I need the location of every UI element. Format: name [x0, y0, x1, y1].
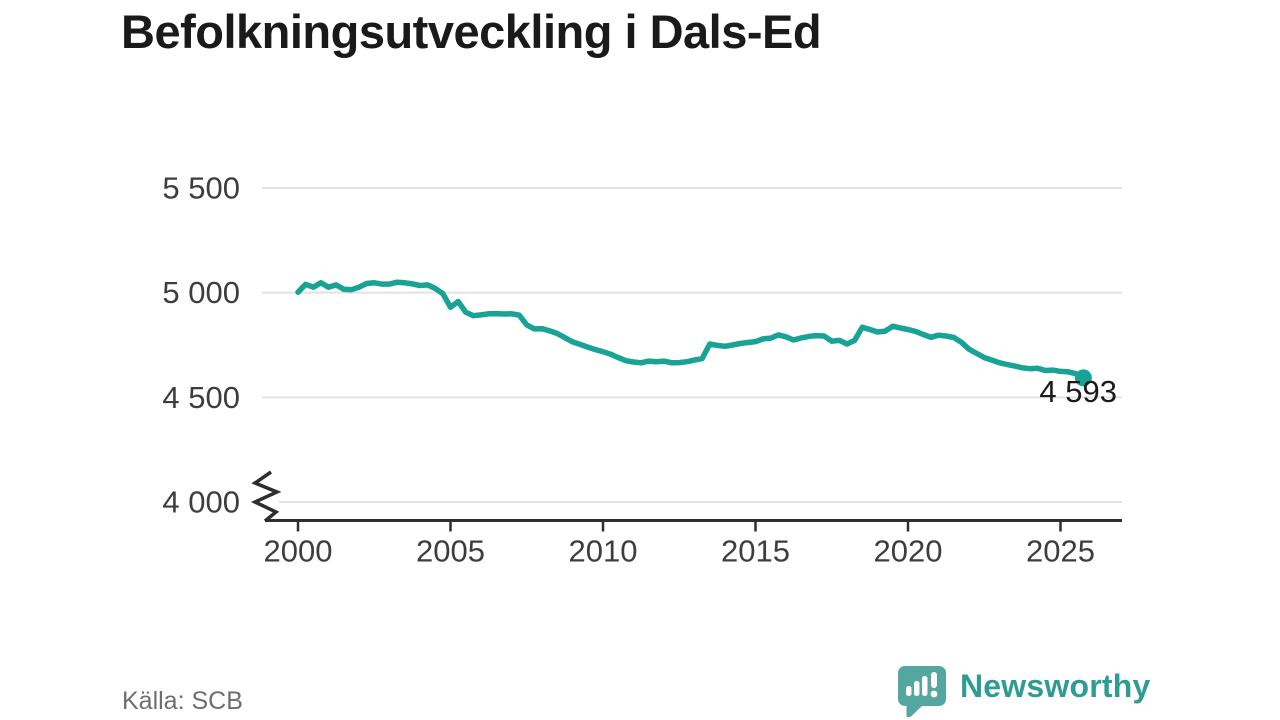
x-tick-label: 2000: [264, 534, 333, 569]
y-tick-label: 4 000: [162, 484, 240, 519]
x-tick-label: 2015: [721, 534, 790, 569]
bar-chart-speech-bubble-icon: [898, 666, 946, 717]
x-tick-label: 2025: [1026, 534, 1095, 569]
axis-break-icon: [250, 470, 282, 523]
y-tick-label: 5 500: [162, 171, 240, 206]
source-note: Källa: SCB: [122, 687, 243, 715]
y-tick-label: 5 000: [162, 275, 240, 310]
x-tick-label: 2005: [416, 534, 485, 569]
population-line-chart: 5 500 5 000 4 500 4 000 2000 2005 2010 2015 2020…: [162, 171, 1122, 569]
y-tick-label: 4 500: [162, 380, 240, 415]
brand-name: Newsworthy: [960, 668, 1151, 704]
newsworthy-brand: Newsworthy: [895, 662, 1150, 718]
population-line: [295, 279, 1087, 381]
endpoint-dot: [1074, 369, 1092, 387]
x-tick-label: 2020: [874, 534, 943, 569]
x-tick-label: 2010: [569, 534, 638, 569]
chart-title: Befolkningsutveckling i Dals-Ed: [121, 5, 822, 58]
last-value-label: 4 593: [1039, 374, 1117, 409]
